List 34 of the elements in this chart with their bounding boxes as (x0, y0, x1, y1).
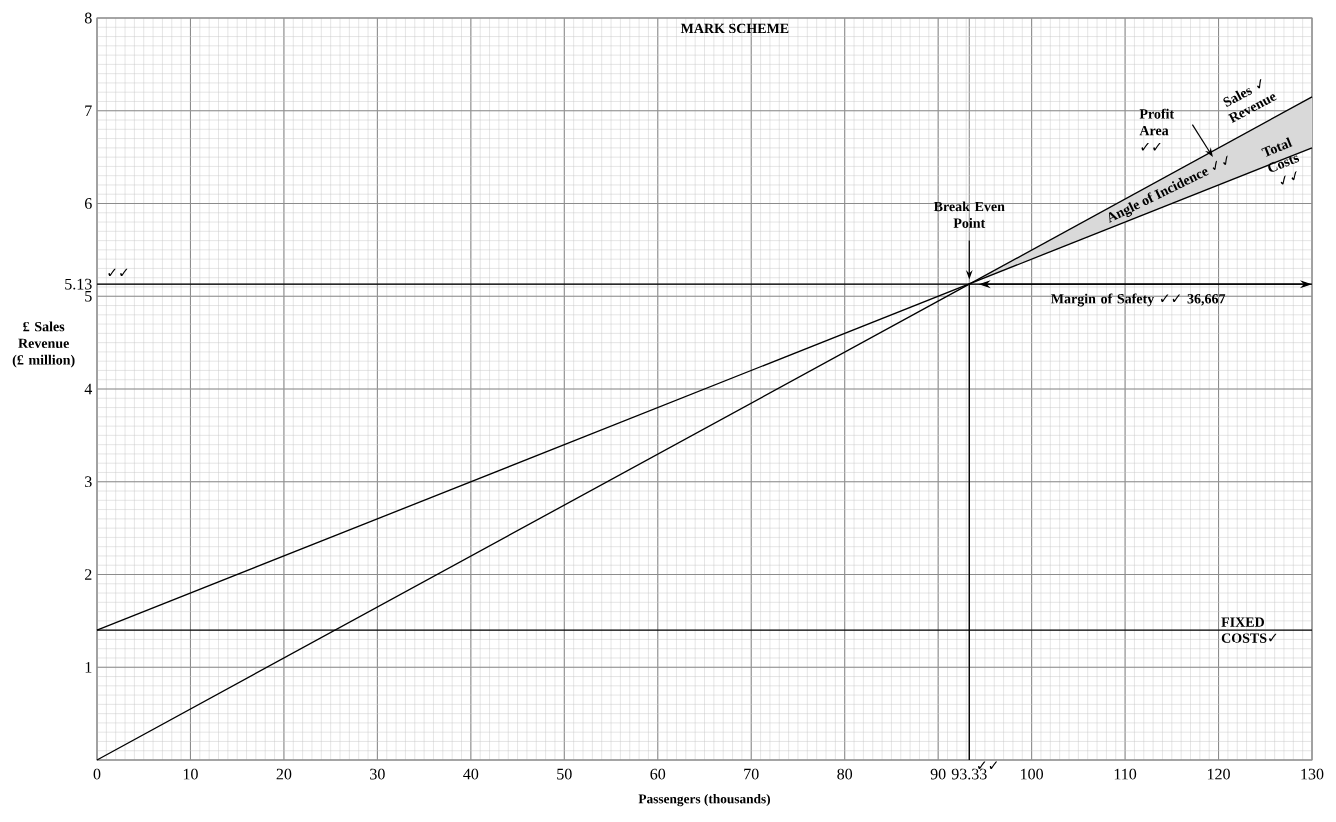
x-tick-label: 100 (1021, 768, 1043, 780)
x-tick-label: 120 (1207, 768, 1230, 780)
annotation: Profit Area ✓✓ (1139, 108, 1175, 151)
annotation: Total Costs ✓✓ (1261, 137, 1300, 185)
ref-line-label: FIXED COSTS✓ (1221, 617, 1277, 643)
annotation: Margin of Safety ✓✓ 36,667 (1051, 293, 1226, 307)
y-tick-label: 8 (84, 12, 92, 24)
x-tick-label: 90 (930, 768, 946, 780)
text: ✓✓ (978, 761, 998, 770)
annotation: ✓✓ (108, 268, 128, 277)
y-tick-label: 2 (85, 569, 92, 580)
annotation: Break Even Point (933, 201, 1005, 228)
x-tick-label: 70 (744, 768, 759, 780)
y-tick-label: 4 (84, 383, 93, 395)
x-tick-label: 40 (463, 768, 479, 780)
x-tick-label: 30 (370, 768, 385, 780)
x-tick-label: 130 (1301, 768, 1324, 780)
x-tick-label: 60 (650, 768, 666, 780)
x-tick-label: 93.33 (951, 768, 987, 780)
x-tick-label: 80 (837, 768, 853, 780)
x-tick-label: 0 (93, 768, 101, 780)
x-axis-title: Passengers (thousands) (638, 794, 771, 807)
x-tick-label: 50 (557, 768, 572, 780)
x-tick-label: 110 (1114, 768, 1137, 780)
y-tick-label: 5 (85, 290, 92, 302)
y-tick-label: 6 (84, 198, 92, 209)
y-tick-label: 7 (85, 105, 92, 116)
y-tick-label: 1 (85, 661, 92, 673)
x-tick-label: 10 (183, 768, 198, 780)
chart-title: MARK SCHEME (680, 23, 789, 34)
y-tick-label: 3 (85, 476, 92, 488)
x-tick-label: 20 (276, 768, 292, 780)
y-axis-title: £ Sales Revenue (£ million) (12, 321, 75, 368)
y-tick-label: 5.13 (65, 278, 92, 290)
